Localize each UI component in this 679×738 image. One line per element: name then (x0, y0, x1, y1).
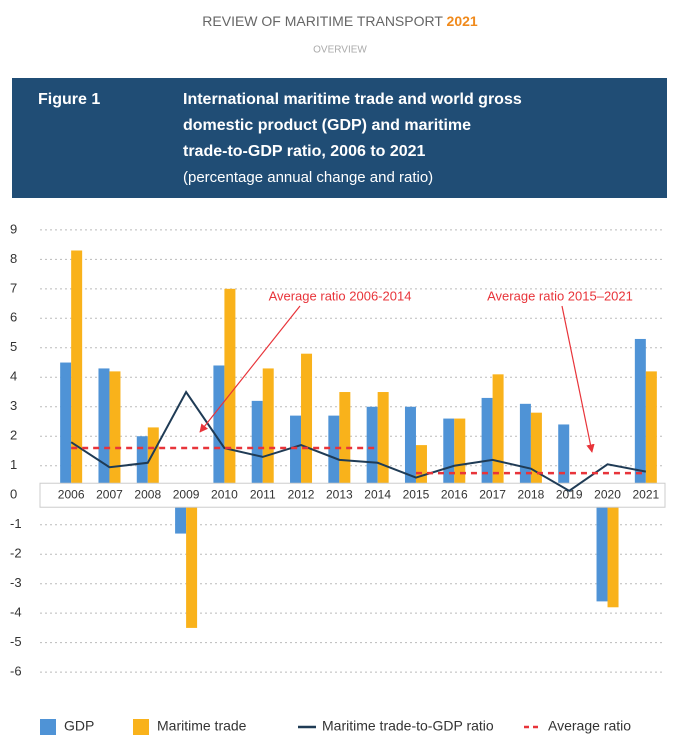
bar (558, 424, 570, 496)
figure-title: International maritime trade and world g… (183, 91, 522, 108)
ratio-line (70, 390, 647, 492)
bar (366, 406, 378, 496)
bar (60, 362, 72, 496)
section: OVERVIEW (313, 45, 367, 56)
annotation-arrow (561, 305, 595, 453)
legend-label: Maritime trade (157, 718, 247, 734)
x-tick-label: 2012 (288, 487, 315, 501)
y-tick-label: 6 (10, 310, 17, 325)
bar (415, 445, 427, 496)
bar (404, 406, 416, 496)
y-tick-label: -3 (10, 575, 22, 590)
publication: REVIEW OF MARITIME TRANSPORT (202, 13, 443, 29)
annotation: Average ratio 2015–2021 (487, 288, 633, 303)
bar (213, 365, 225, 496)
x-tick-label: 2020 (594, 487, 621, 501)
x-tick-label: 2018 (518, 487, 545, 501)
y-tick-label: 0 (10, 487, 17, 502)
y-tick-label: -4 (10, 605, 22, 620)
legend-swatch (133, 719, 149, 735)
x-tick-label: 2008 (134, 487, 161, 501)
y-tick-label: -2 (10, 546, 22, 561)
x-tick-label: 2019 (556, 487, 583, 501)
bar (492, 374, 504, 496)
bar (136, 436, 148, 496)
year: 2021 (447, 13, 478, 29)
x-tick-label: 2007 (96, 487, 123, 501)
plot: -6 -5 -4 -3 -2 -1 0 1 2 3 4 5 6 7 8 9 2006 2007 2008 2009 20… (10, 221, 666, 735)
bar (98, 368, 110, 496)
bar (175, 495, 187, 534)
x-tick-label: 2009 (173, 487, 200, 501)
figure-box (12, 78, 667, 198)
y-tick-label: 3 (10, 398, 17, 413)
legend-swatch (40, 719, 56, 735)
bar (328, 415, 340, 496)
category-strip (39, 482, 666, 508)
x-tick-label: 2013 (326, 487, 353, 501)
header: REVIEW OF MARITIME TRANSPORT 2021 (202, 13, 478, 29)
legend-label: Average ratio (548, 718, 631, 734)
figure-title: domestic product (GDP) and maritime (183, 117, 471, 134)
bar (530, 412, 542, 496)
bar (147, 427, 159, 496)
y-tick-label: 5 (10, 339, 17, 354)
legend-label: GDP (64, 718, 94, 734)
y-tick-label: 9 (10, 221, 17, 236)
bar (186, 495, 198, 628)
y-tick-label: -5 (10, 634, 22, 649)
figure-label: Figure 1 (38, 91, 100, 108)
x-tick-label: 2006 (58, 487, 85, 501)
bar (481, 397, 493, 496)
figure-title: trade-to-GDP ratio, 2006 to 2021 (183, 143, 426, 160)
bar (224, 288, 236, 496)
bar (339, 392, 351, 496)
y-tick-label: 7 (10, 280, 17, 295)
bar (645, 371, 657, 496)
bar (596, 495, 608, 602)
bar (290, 415, 302, 496)
bar (454, 418, 466, 496)
annotation-arrow (199, 305, 301, 433)
x-tick-label: 2016 (441, 487, 468, 501)
y-tick-label: -6 (10, 664, 22, 679)
bar (634, 338, 646, 496)
figure-subtitle: (percentage annual change and ratio) (183, 169, 433, 186)
bar (443, 418, 455, 496)
bar (109, 371, 121, 496)
bar (262, 368, 274, 496)
bar (519, 403, 531, 496)
x-tick-label: 2017 (479, 487, 506, 501)
annotation: Average ratio 2006-2014 (269, 288, 412, 303)
y-tick-label: 8 (10, 251, 17, 266)
bar (251, 400, 263, 496)
y-tick-label: 1 (10, 457, 17, 472)
x-tick-label: 2010 (211, 487, 238, 501)
bar (71, 250, 83, 496)
x-tick-label: 2021 (632, 487, 659, 501)
y-tick-label: -1 (10, 516, 22, 531)
bar (377, 392, 389, 496)
x-tick-label: 2015 (403, 487, 430, 501)
legend-label: Maritime trade-to-GDP ratio (322, 718, 494, 734)
x-tick-label: 2014 (364, 487, 391, 501)
x-tick-label: 2011 (250, 487, 276, 501)
y-tick-label: 4 (10, 369, 17, 384)
bar (607, 495, 619, 608)
y-tick-label: 2 (10, 428, 17, 443)
bar (301, 353, 313, 496)
